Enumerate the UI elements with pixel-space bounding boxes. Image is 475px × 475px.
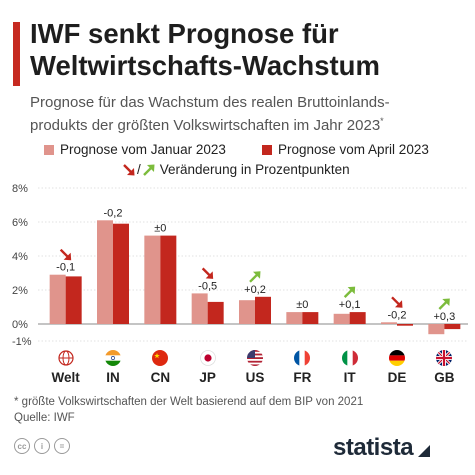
arrow-down-icon xyxy=(59,248,72,261)
legend-swatch-april xyxy=(262,144,272,155)
y-tick-label: -1% xyxy=(12,336,32,348)
change-label: +0,3 xyxy=(433,311,455,323)
country-label: IT xyxy=(343,370,356,385)
bar-april xyxy=(65,276,82,324)
globe-icon xyxy=(58,350,74,366)
legend-label-april: Prognose vom April 2023 xyxy=(278,142,429,157)
bar-january xyxy=(239,300,255,324)
cc-icon[interactable]: cc xyxy=(14,438,30,454)
chart-subtitle-line2: produkts der größten Volkswirtschaften i… xyxy=(30,112,465,135)
y-tick-label: 4% xyxy=(12,251,28,263)
legend-item-january: Prognose vom Januar 2023 xyxy=(44,142,226,157)
france-flag-icon xyxy=(294,350,311,366)
legend-item-april: Prognose vom April 2023 xyxy=(262,142,429,157)
statista-logo-text: statista xyxy=(333,434,414,461)
chart-subtitle-line1: Prognose für das Wachstum des realen Bru… xyxy=(30,94,390,111)
footnote-text: * größte Volkswirtschaften der Welt basi… xyxy=(14,396,364,408)
bar-january xyxy=(49,274,66,324)
statista-logo[interactable]: statista xyxy=(333,434,432,462)
change-label: -0,5 xyxy=(198,280,217,292)
bar-april xyxy=(113,223,129,324)
change-label: -0,1 xyxy=(56,262,75,274)
change-label: ±0 xyxy=(296,299,308,311)
bar-april xyxy=(397,324,413,326)
china-flag-icon xyxy=(152,350,169,366)
y-tick-label: 8% xyxy=(12,183,28,195)
chart-subtitle: Prognose für das Wachstum des realen Bru… xyxy=(30,93,465,135)
japan-flag-icon xyxy=(199,350,216,366)
bar-january xyxy=(97,220,113,324)
chart-title-line1: IWF senkt Prognose für xyxy=(30,18,339,49)
germany-flag-icon xyxy=(389,350,405,366)
title-accent-bar xyxy=(13,22,20,86)
country-label: Welt xyxy=(51,370,80,385)
subtitle-text: produkts der größten Volkswirtschaften i… xyxy=(30,117,381,134)
chart-title-line2: Weltwirtschafts-Wachstum xyxy=(30,50,380,81)
bar-april xyxy=(302,312,319,324)
country-label: IN xyxy=(106,370,120,385)
arrow-head xyxy=(442,298,450,306)
bar-january xyxy=(191,293,208,324)
country-label: FR xyxy=(293,370,312,385)
arrow-down-icon xyxy=(201,267,214,279)
change-label: -0,2 xyxy=(388,309,407,321)
footnote-mark: * xyxy=(380,116,384,126)
change-label: +0,1 xyxy=(339,299,361,311)
legend-swatch-january xyxy=(44,144,54,155)
usa-flag-icon xyxy=(247,350,263,366)
uk-flag-icon xyxy=(436,350,453,366)
bar-chart: 8%6%4%2%0%-1% -0,1-0,2±0-0,5 +0,2±0 +0,1-0… xyxy=(12,183,468,348)
italy-flag-icon xyxy=(341,350,358,366)
license-icons: cc i = xyxy=(14,438,70,454)
legend-item-change: / Veränderung in Prozentpunkten xyxy=(122,162,350,177)
bar-april xyxy=(160,235,177,324)
chart-grid: 8% 6% 4% 2% 0% -1% xyxy=(12,183,468,348)
change-label: ±0 xyxy=(154,223,166,235)
india-flag-icon xyxy=(105,350,121,366)
bar-april xyxy=(349,312,366,324)
arrow-head xyxy=(253,271,261,279)
chart-bars xyxy=(49,220,461,335)
chart-title: IWF senkt Prognose für Weltwirtschafts-W… xyxy=(30,18,465,82)
bar-january xyxy=(144,235,161,324)
footnote-block: * größte Volkswirtschaften der Welt basi… xyxy=(14,394,363,426)
arrow-up-icon xyxy=(343,286,356,298)
country-label: DE xyxy=(387,370,407,385)
country-label: JP xyxy=(199,370,216,385)
bar-january xyxy=(333,313,350,324)
bar-april xyxy=(255,296,271,324)
arrow-head xyxy=(347,286,356,295)
country-label: CN xyxy=(150,370,171,385)
change-label: +0,2 xyxy=(244,284,266,296)
y-tick-label: 0% xyxy=(12,319,28,331)
arrow-head xyxy=(395,300,403,308)
country-label: US xyxy=(245,370,265,385)
arrow-up-icon xyxy=(142,164,155,176)
arrow-up-icon xyxy=(249,271,261,283)
bar-january xyxy=(381,322,397,324)
bar-april xyxy=(207,301,224,324)
statista-logo-mark-icon xyxy=(418,445,431,457)
arrow-head xyxy=(63,252,72,261)
bar-january xyxy=(286,312,303,324)
change-label: -0,2 xyxy=(104,207,123,219)
no-derivatives-icon[interactable]: = xyxy=(54,438,70,454)
y-tick-label: 2% xyxy=(12,285,28,297)
y-tick-label: 6% xyxy=(12,217,28,229)
legend-label-change: Veränderung in Prozentpunkten xyxy=(159,162,350,177)
arrow-down-icon xyxy=(123,163,135,175)
arrow-down-icon xyxy=(391,296,403,308)
legend-slash: / xyxy=(137,162,141,177)
arrow-up-icon xyxy=(438,298,450,310)
country-label: GB xyxy=(434,370,455,385)
chart-labels: -0,1 -0,2 ±0 -0,5 +0,2 ±0 +0,1 -0,2 +0,3 xyxy=(56,207,455,323)
legend-label-january: Prognose vom Januar 2023 xyxy=(60,142,226,157)
source-text: Quelle: IWF xyxy=(14,412,75,424)
bar-april xyxy=(444,324,461,330)
bar-january xyxy=(428,324,445,335)
arrow-head xyxy=(205,271,214,279)
attribution-icon[interactable]: i xyxy=(34,438,50,454)
